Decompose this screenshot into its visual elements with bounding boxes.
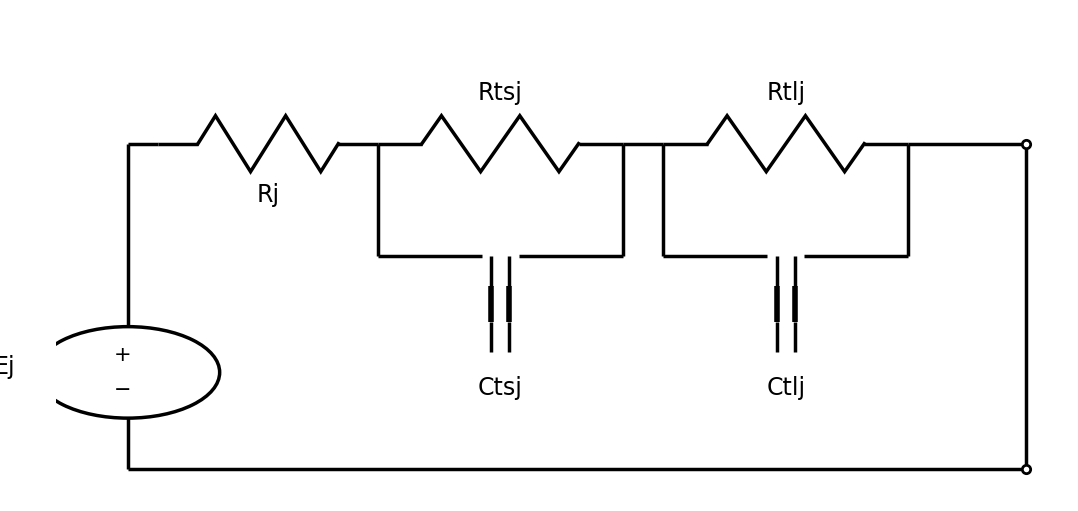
Text: Ctlj: Ctlj — [766, 376, 805, 400]
Text: Rtlj: Rtlj — [766, 81, 805, 105]
Text: Ej: Ej — [0, 355, 15, 379]
Text: −: − — [114, 380, 132, 400]
Text: Rj: Rj — [257, 182, 279, 206]
Text: Rtsj: Rtsj — [478, 81, 523, 105]
Text: Ctsj: Ctsj — [478, 376, 523, 400]
Text: +: + — [114, 344, 132, 365]
